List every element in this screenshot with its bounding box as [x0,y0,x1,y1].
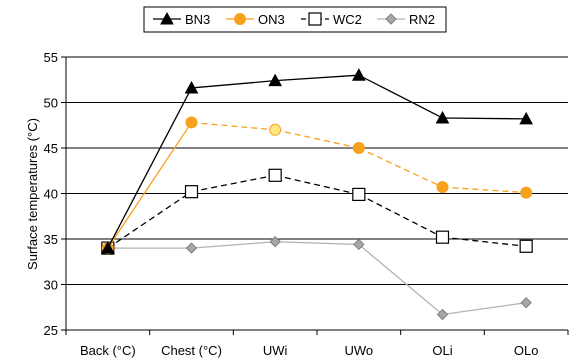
bn3-line-segment [107,87,193,249]
y-tick-label: 55 [44,50,58,65]
rn2-line-segment [275,241,359,246]
bn3-line-segment [358,74,443,119]
rn2-point [269,236,281,248]
on3-line-segment [442,186,527,194]
wc2-line-segment [442,236,527,247]
wc2-line-segment [275,174,359,196]
wc2-line-segment [107,191,192,249]
x-tick-label: OLo [514,343,539,358]
legend-label-bn3: BN3 [185,12,210,27]
on3-point [520,186,533,199]
series [100,68,534,321]
y-tick-label: 30 [44,278,58,293]
bn3-line-segment [275,74,359,82]
wc2-point [519,239,533,253]
x-tick-label: UWi [263,343,288,358]
y-tick-label: 45 [44,141,58,156]
wc2-point [268,168,282,182]
rn2-line-segment [191,241,276,249]
bn3-point [519,111,534,125]
rn2-point [520,296,532,309]
series-rn2 [102,236,532,321]
on3-line-segment [191,121,276,131]
legend-marker-bn3 [160,11,174,25]
bn3-line-segment [191,80,276,89]
rn2-point [353,238,365,251]
legend-label-on3: ON3 [258,12,285,27]
rn2-line-segment [358,243,443,316]
wc2-point [184,185,199,199]
y-tick-labels: 25 30 35 40 45 50 55 [44,50,58,338]
on3-point [436,181,449,194]
legend: BN3 ON3 WC2 RN2 [143,6,447,33]
rn2-point [185,242,198,254]
x-tick-labels: Back (°C) Chest (°C) UWi UWo OLi OLo [80,343,539,358]
axes [61,56,569,335]
grid [66,56,568,285]
bn3-point [184,80,199,94]
x-tick-label: Back (°C) [80,343,136,358]
x-tick-label: Chest (°C) [161,343,222,358]
bn3-point [268,73,283,87]
wc2-line-segment [358,193,443,238]
x-tick-label: UWo [345,343,374,358]
series-on3 [101,116,533,255]
legend-item-rn2: RN2 [377,12,435,27]
rn2-point [436,308,449,321]
on3-line-segment [107,122,193,249]
rn2-line-segment [442,302,527,316]
bn3-point [351,68,366,81]
y-tick-label: 25 [44,323,58,338]
y-axis-title: Surface temperatures (°C) [25,118,40,270]
legend-marker-rn2 [385,13,397,25]
on3-point [269,123,282,136]
on3-point [185,116,198,129]
legend-label-rn2: RN2 [409,12,435,27]
wc2-point [352,187,366,202]
legend-item-bn3: BN3 [153,11,210,27]
wc2-line-segment [191,174,276,193]
x-tick-label: OLi [432,343,452,358]
legend-marker-on3 [234,13,246,25]
y-tick-label: 50 [44,96,58,111]
y-tick-label: 40 [44,187,58,202]
on3-line-segment [275,129,359,149]
series-bn3 [100,68,534,254]
y-tick-label: 35 [44,232,58,247]
legend-label-wc2: WC2 [333,12,362,27]
on3-line-segment [358,147,443,188]
bn3-line-segment [442,117,527,120]
bn3-point [435,110,450,124]
legend-marker-wc2 [308,12,322,26]
on3-point [352,142,365,154]
legend-item-on3: ON3 [226,12,285,27]
bn3-point [100,241,115,254]
legend-item-wc2: WC2 [301,12,362,27]
wc2-point [435,230,450,244]
series-wc2 [101,168,533,255]
